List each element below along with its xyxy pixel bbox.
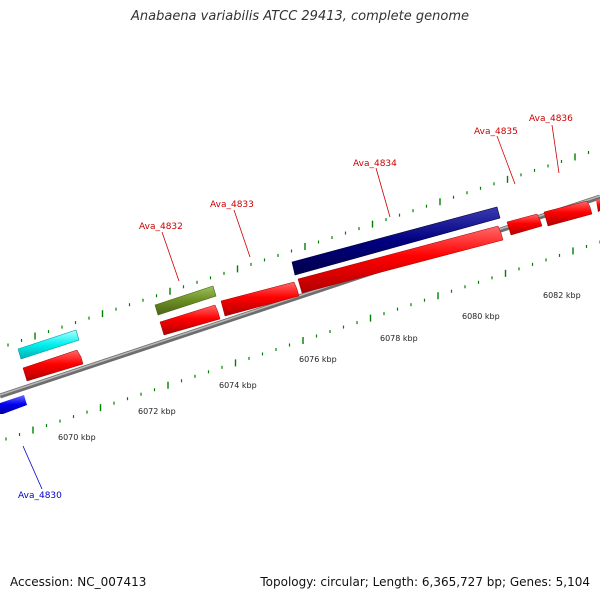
genes	[0, 199, 600, 414]
gene-ava-4833[interactable]	[220, 281, 300, 317]
genome-summary-text: Topology: circular; Length: 6,365,727 bp…	[260, 575, 590, 589]
label-ava-4833[interactable]: Ava_4833	[210, 200, 254, 210]
tick-label-6076: 6076 kbp	[299, 355, 337, 364]
upper-tick-row	[7, 150, 590, 347]
gene-ava-4835[interactable]	[506, 213, 543, 236]
accession-text: Accession: NC_007413	[10, 575, 147, 589]
gene-ava-4832[interactable]	[159, 304, 221, 336]
tick-label-6080: 6080 kbp	[462, 312, 500, 321]
gene-cyan[interactable]	[17, 329, 80, 360]
label-ava-4830[interactable]: Ava_4830	[18, 491, 62, 501]
gene-ava-4836[interactable]	[543, 200, 593, 227]
label-ava-4832[interactable]: Ava_4832	[139, 222, 183, 232]
label-ava-4834[interactable]: Ava_4834	[353, 159, 397, 169]
gene-navy[interactable]	[291, 206, 501, 276]
tick-label-6072: 6072 kbp	[138, 407, 176, 416]
label-ava-4835[interactable]: Ava_4835	[474, 127, 518, 137]
label-leaders	[22, 124, 560, 490]
tick-label-6074: 6074 kbp	[219, 381, 257, 390]
tick-label-6070: 6070 kbp	[58, 433, 96, 442]
map-title: Anabaena variabilis ATCC 29413, complete…	[131, 9, 469, 24]
gene-red-1[interactable]	[22, 349, 84, 382]
tick-label-6078: 6078 kbp	[380, 334, 418, 343]
lower-tick-row	[5, 240, 600, 441]
gene-red-edge[interactable]	[596, 199, 600, 212]
gene-ava-4830[interactable]	[0, 395, 27, 414]
label-ava-4836[interactable]: Ava_4836	[529, 114, 573, 124]
scale-labels: 6070 kbp 6072 kbp 6074 kbp 6076 kbp 6078…	[58, 291, 581, 442]
gene-olive[interactable]	[154, 285, 217, 316]
tick-label-6082: 6082 kbp	[543, 291, 581, 300]
gene-ava-4834[interactable]	[297, 225, 504, 294]
gene-labels: Ava_4830 Ava_4832 Ava_4833 Ava_4834 Ava_…	[18, 114, 573, 501]
